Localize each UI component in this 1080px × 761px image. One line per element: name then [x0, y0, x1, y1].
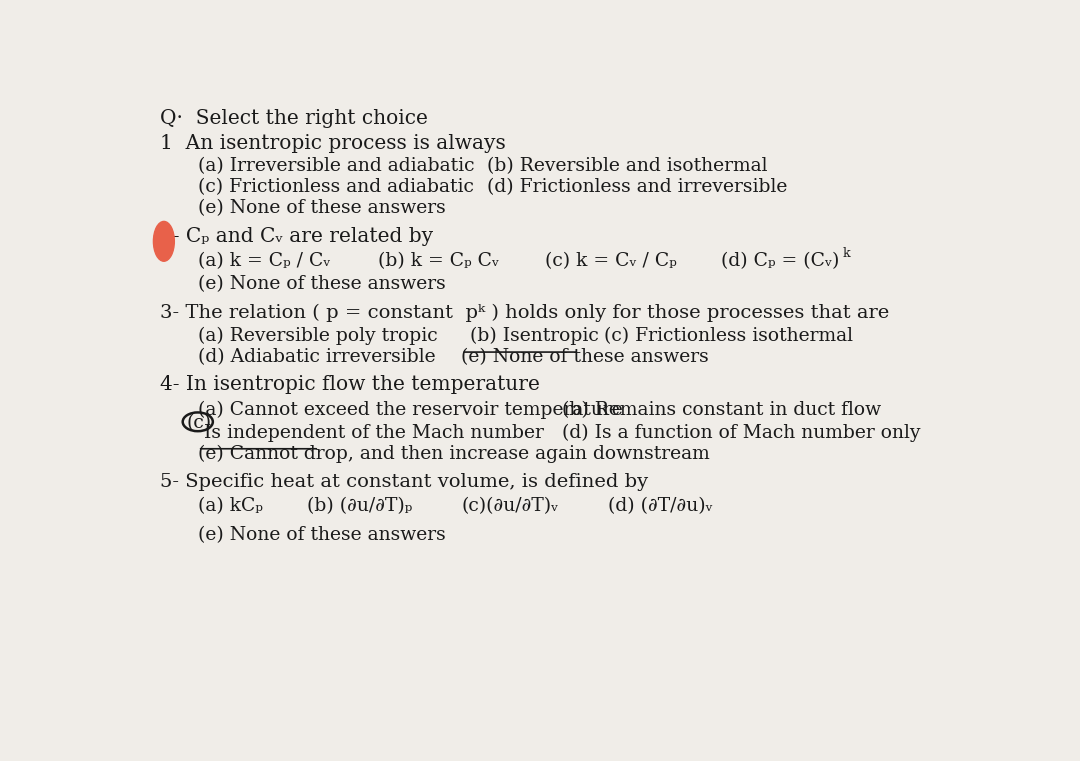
Text: Is independent of the Mach number: Is independent of the Mach number: [198, 424, 543, 442]
Text: 4- In isentropic flow the temperature: 4- In isentropic flow the temperature: [160, 375, 540, 394]
Text: (d) (∂T/∂u)ᵥ: (d) (∂T/∂u)ᵥ: [608, 497, 713, 514]
Text: (c) k = Cᵥ / Cₚ: (c) k = Cᵥ / Cₚ: [545, 252, 677, 270]
Text: (e) None of these answers: (e) None of these answers: [198, 275, 446, 293]
Text: (a) kCₚ: (a) kCₚ: [198, 497, 262, 514]
Text: (b) Remains constant in duct flow: (b) Remains constant in duct flow: [562, 401, 881, 419]
Text: (d) Cₚ = (Cᵥ): (d) Cₚ = (Cᵥ): [721, 252, 839, 270]
Text: Q·  Select the right choice: Q· Select the right choice: [160, 109, 428, 128]
Text: (e) Cannot drop, and then increase again downstream: (e) Cannot drop, and then increase again…: [198, 445, 710, 463]
Text: (a) k = Cₚ / Cᵥ: (a) k = Cₚ / Cᵥ: [198, 252, 330, 270]
Text: (c)(∂u/∂T)ᵥ: (c)(∂u/∂T)ᵥ: [461, 497, 558, 514]
Text: (a) Cannot exceed the reservoir temperature: (a) Cannot exceed the reservoir temperat…: [198, 401, 622, 419]
Text: (d) Is a function of Mach number only: (d) Is a function of Mach number only: [562, 424, 920, 442]
Text: 1  An isentropic process is always: 1 An isentropic process is always: [160, 133, 505, 152]
Text: (b) k = Cₚ Cᵥ: (b) k = Cₚ Cᵥ: [378, 252, 499, 270]
Text: (b) (∂u/∂T)ₚ: (b) (∂u/∂T)ₚ: [307, 497, 411, 514]
Text: (e) None of these answers: (e) None of these answers: [198, 526, 446, 544]
Text: 5- Specific heat at constant volume, is defined by: 5- Specific heat at constant volume, is …: [160, 473, 648, 492]
Text: (e) None of these answers: (e) None of these answers: [461, 348, 710, 366]
Text: (a) Reversible poly tropic: (a) Reversible poly tropic: [198, 327, 437, 345]
Text: (d) Adiabatic irreversible: (d) Adiabatic irreversible: [198, 348, 435, 366]
Text: (c) Frictionless isothermal: (c) Frictionless isothermal: [604, 327, 853, 345]
Text: (b) Reversible and isothermal: (b) Reversible and isothermal: [486, 157, 767, 175]
Text: (e) None of these answers: (e) None of these answers: [198, 199, 446, 217]
Text: 3- The relation ( p = constant  pᵏ ) holds only for those processes that are: 3- The relation ( p = constant pᵏ ) hold…: [160, 304, 889, 322]
Text: (d) Frictionless and irreversible: (d) Frictionless and irreversible: [486, 178, 787, 196]
Text: (b) Isentropic: (b) Isentropic: [470, 327, 598, 345]
Text: k: k: [842, 247, 850, 260]
Ellipse shape: [153, 221, 174, 261]
Text: (a) Irreversible and adiabatic: (a) Irreversible and adiabatic: [198, 157, 474, 175]
Text: (c) Frictionless and adiabatic: (c) Frictionless and adiabatic: [198, 178, 474, 196]
Text: (c): (c): [187, 414, 212, 431]
Text: 2- Cₚ and Cᵥ are related by: 2- Cₚ and Cᵥ are related by: [160, 227, 433, 246]
